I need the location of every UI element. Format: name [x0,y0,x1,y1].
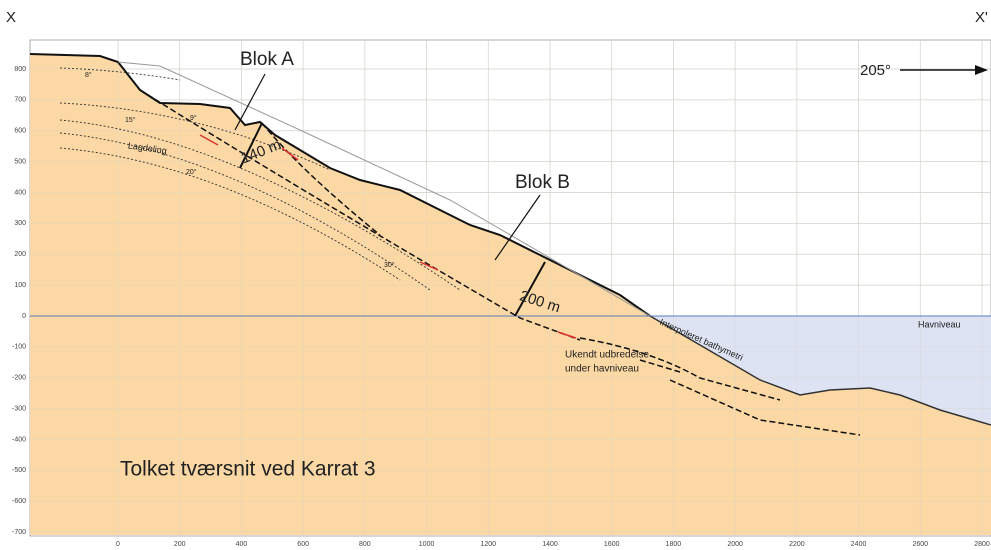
block-label: Blok B [515,172,570,193]
y-tick-label: 400 [14,189,26,196]
y-tick-label: -400 [12,436,26,443]
leader-lines [234,73,541,261]
y-tick-label: -700 [12,529,26,536]
x-tick-label: 200 [174,541,186,548]
y-tick-label: 600 [14,128,26,135]
bathymetry-line [649,315,991,426]
y-tick-label: 800 [14,66,26,73]
x-tick-label: 600 [297,541,309,548]
corner-label: X [6,9,16,26]
x-tick-label: 1600 [604,541,620,548]
x-tick-label: 1800 [666,541,682,548]
y-tick-label: -300 [12,405,26,412]
x-tick-label: 1400 [542,541,558,548]
angle-label: 30° [384,261,395,269]
x-tick-label: 2200 [789,541,805,548]
x-tick-label: 800 [359,541,371,548]
angle-label: 9° [190,114,197,122]
y-tick-label: 700 [14,97,26,104]
x-tick-label: 1200 [480,541,496,548]
y-tick-label: -500 [12,467,26,474]
y-tick-label: 200 [14,251,26,258]
pre-slide-surface [117,61,651,317]
angle-label: 8° [85,71,92,79]
terrain [30,54,991,535]
x-tick-label: 400 [236,541,248,548]
arrow-head [975,65,988,75]
angle-label: 15° [125,116,136,124]
y-tick-label: -600 [12,498,26,505]
grid-overlay [30,40,991,536]
x-tick-label: 2600 [912,541,928,548]
y-tick-label: 300 [14,220,26,227]
y-tick-label: 500 [14,158,26,165]
y-tick-label: 0 [22,313,26,320]
y-tick-label: -100 [12,344,26,351]
y-tick-label: -200 [12,375,26,382]
x-tick-label: 2800 [974,541,990,548]
x-tick-label: 2000 [727,541,743,548]
x-tick-label: 1000 [419,541,435,548]
thickness-bars [239,122,546,317]
corner-label: X' [975,9,988,26]
slide-planes [139,89,861,436]
x-tick-label: 0 [116,541,120,548]
angle-label: 20° [186,168,197,176]
x-tick-label: 2400 [851,541,867,548]
unknown-label: under havniveau [565,364,639,375]
slip-arrows [199,134,577,339]
sea-level-label: Havniveau [918,319,961,329]
section-title: Tolket tværsnit ved Karrat 3 [120,458,376,481]
bedding-lines [59,67,461,291]
surface-line [29,53,651,317]
direction-label: 205° [860,62,891,79]
unknown-label: Ukendt udbredelse [565,350,649,361]
block-label: Blok A [240,49,294,70]
y-tick-label: 100 [14,282,26,289]
